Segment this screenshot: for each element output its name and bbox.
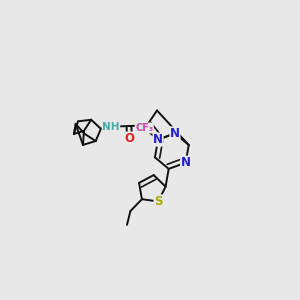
Text: N: N xyxy=(170,127,180,140)
Text: O: O xyxy=(124,132,134,145)
Text: S: S xyxy=(154,195,163,208)
Text: CF₃: CF₃ xyxy=(135,123,153,133)
Text: N: N xyxy=(153,133,163,146)
Text: N: N xyxy=(181,156,190,169)
Text: NH: NH xyxy=(102,122,120,132)
